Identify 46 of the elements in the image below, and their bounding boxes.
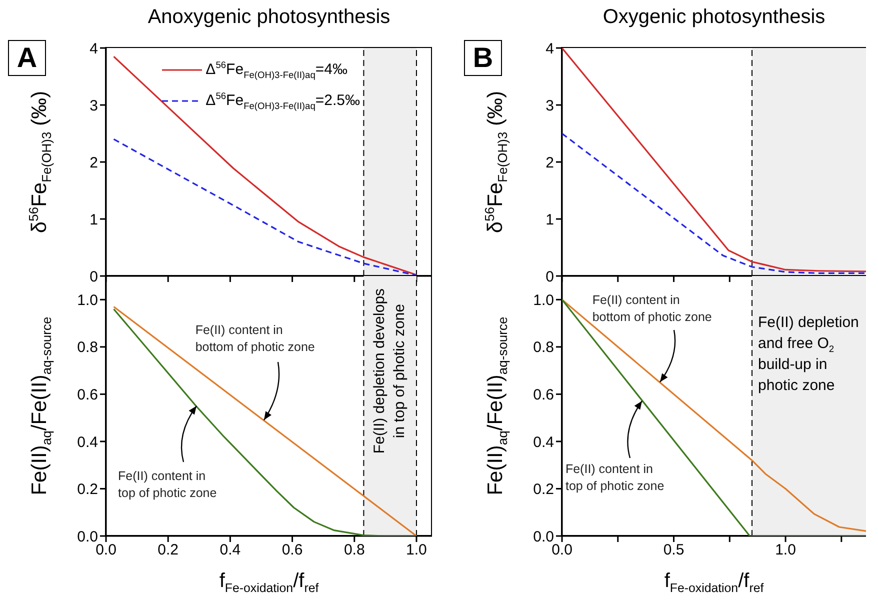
chart-title: Anoxygenic photosynthesis <box>146 6 392 29</box>
annotation: Fe(II) content in bottom of photic zone <box>592 292 712 326</box>
x-axis-title: f$_{Fe-oxidation}$/f$_{ref}$ <box>218 570 320 595</box>
y-tick-label: 3 <box>90 97 98 114</box>
annotation: Fe(II) content in top of photic zone <box>118 468 217 502</box>
line-series <box>562 132 866 274</box>
y-tick-label: 1.0 <box>77 292 98 309</box>
x-tick-label: 0.2 <box>158 542 179 559</box>
y-tick-label: 0.8 <box>77 339 98 356</box>
text: B <box>464 40 502 76</box>
annotation: Fe(II) content in bottom of photic zone <box>195 322 315 356</box>
x-tick-label: 0.5 <box>663 542 684 559</box>
line-series <box>562 48 866 272</box>
x-tick-label: 0.8 <box>344 542 365 559</box>
x-tick-label: 1.0 <box>775 542 796 559</box>
legend-label: Δ$^{56}$Fe$_{Fe(OH)3-Fe(II)aq}$=2.5‰ <box>206 91 360 111</box>
y-tick-label: 4 <box>546 40 554 58</box>
y-tick-label: 0.6 <box>77 386 98 404</box>
y-tick-label: 0.4 <box>77 434 98 451</box>
y-tick-label: 2 <box>90 154 98 172</box>
y-tick-label: 0.0 <box>533 528 554 546</box>
y-tick-label: 0 <box>90 268 98 286</box>
chart-title: Oxygenic photosynthesis <box>602 6 826 29</box>
y-tick-label: 0.0 <box>77 528 98 546</box>
y-tick-label: 2 <box>546 154 554 172</box>
band-label: Fe(II) depletion and free O$_{2}$ build-up in photic zone <box>758 313 859 396</box>
y-tick-label: 0.6 <box>533 386 554 404</box>
y-tick-label: 1 <box>90 211 98 228</box>
x-tick-label: 1.0 <box>406 542 427 559</box>
x-tick-label: 0.4 <box>220 542 241 559</box>
y-tick-label: 1.0 <box>533 292 554 309</box>
x-tick-label: 0.6 <box>282 542 303 559</box>
y-tick-label: 0.4 <box>533 434 554 451</box>
y-tick-label: 0.2 <box>533 481 554 498</box>
legend-label: Δ$^{56}$Fe$_{Fe(OH)3-Fe(II)aq}$=4‰ <box>206 60 348 80</box>
y-tick-label: 0.2 <box>77 481 98 498</box>
y-tick-label: 3 <box>546 97 554 114</box>
annotation: Fe(II) content in top of photic zone <box>565 461 664 496</box>
text: A <box>8 40 46 76</box>
line-series <box>112 138 418 276</box>
band-label: Fe(II) depletion develops in top of photic zone <box>370 288 410 454</box>
y-tick-label: 0.8 <box>533 339 554 356</box>
y-tick-label: 1 <box>546 211 554 228</box>
y-tick-label: 0 <box>546 268 554 286</box>
x-axis-title: f$_{Fe-oxidation}$/f$_{ref}$ <box>663 570 765 595</box>
y-tick-label: 4 <box>90 40 98 58</box>
